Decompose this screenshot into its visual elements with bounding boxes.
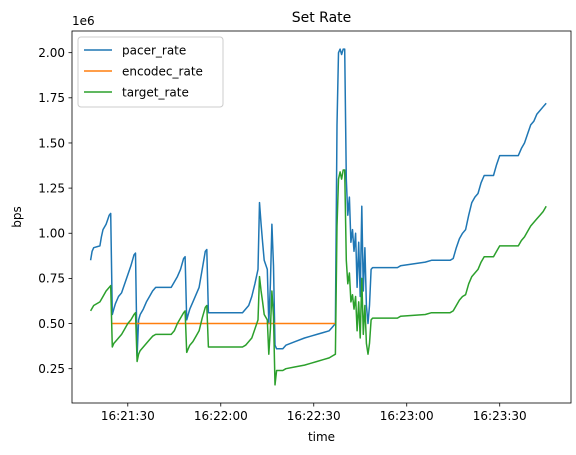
legend-box bbox=[77, 36, 224, 108]
legend-label-target_rate: target_rate bbox=[122, 85, 189, 99]
series-line-pacer_rate bbox=[89, 48, 547, 357]
y-tick-label: 0.25 bbox=[38, 362, 65, 376]
legend-label-pacer_rate: pacer_rate bbox=[122, 43, 186, 57]
legend: pacer_rate encodec_rate target_rate bbox=[77, 36, 224, 108]
legend-label-encodec_rate: encodec_rate bbox=[122, 64, 203, 78]
y-tick-label: 1.25 bbox=[38, 181, 65, 195]
y-axis-label: bps bbox=[10, 206, 24, 228]
y-axis: 0.25 0.50 0.75 1.00 1.25 1.50 1.75 2.00 bbox=[38, 46, 72, 376]
plot-frame bbox=[71, 30, 572, 404]
x-tick-label: 16:21:30 bbox=[101, 409, 155, 423]
x-axis-label: time bbox=[308, 430, 335, 444]
y-tick-label: 0.50 bbox=[38, 317, 65, 331]
y-tick-label: 0.75 bbox=[38, 272, 65, 286]
series-line-target_rate bbox=[89, 169, 547, 386]
y-tick-label: 1.75 bbox=[38, 91, 65, 105]
y-tick-label: 1.00 bbox=[38, 227, 65, 241]
x-tick-label: 16:23:00 bbox=[380, 409, 434, 423]
chart-title: Set Rate bbox=[292, 10, 352, 26]
y-tick-label: 1.50 bbox=[38, 136, 65, 150]
y-tick-label: 2.00 bbox=[38, 46, 65, 60]
plot-area bbox=[89, 48, 547, 386]
x-tick-label: 16:23:30 bbox=[473, 409, 527, 423]
x-tick-label: 16:22:30 bbox=[287, 409, 341, 423]
x-tick-label: 16:22:00 bbox=[194, 409, 248, 423]
x-axis: 16:21:30 16:22:00 16:22:30 16:23:00 16:23:30 bbox=[101, 403, 527, 423]
y-offset-label: 1e6 bbox=[72, 14, 95, 28]
